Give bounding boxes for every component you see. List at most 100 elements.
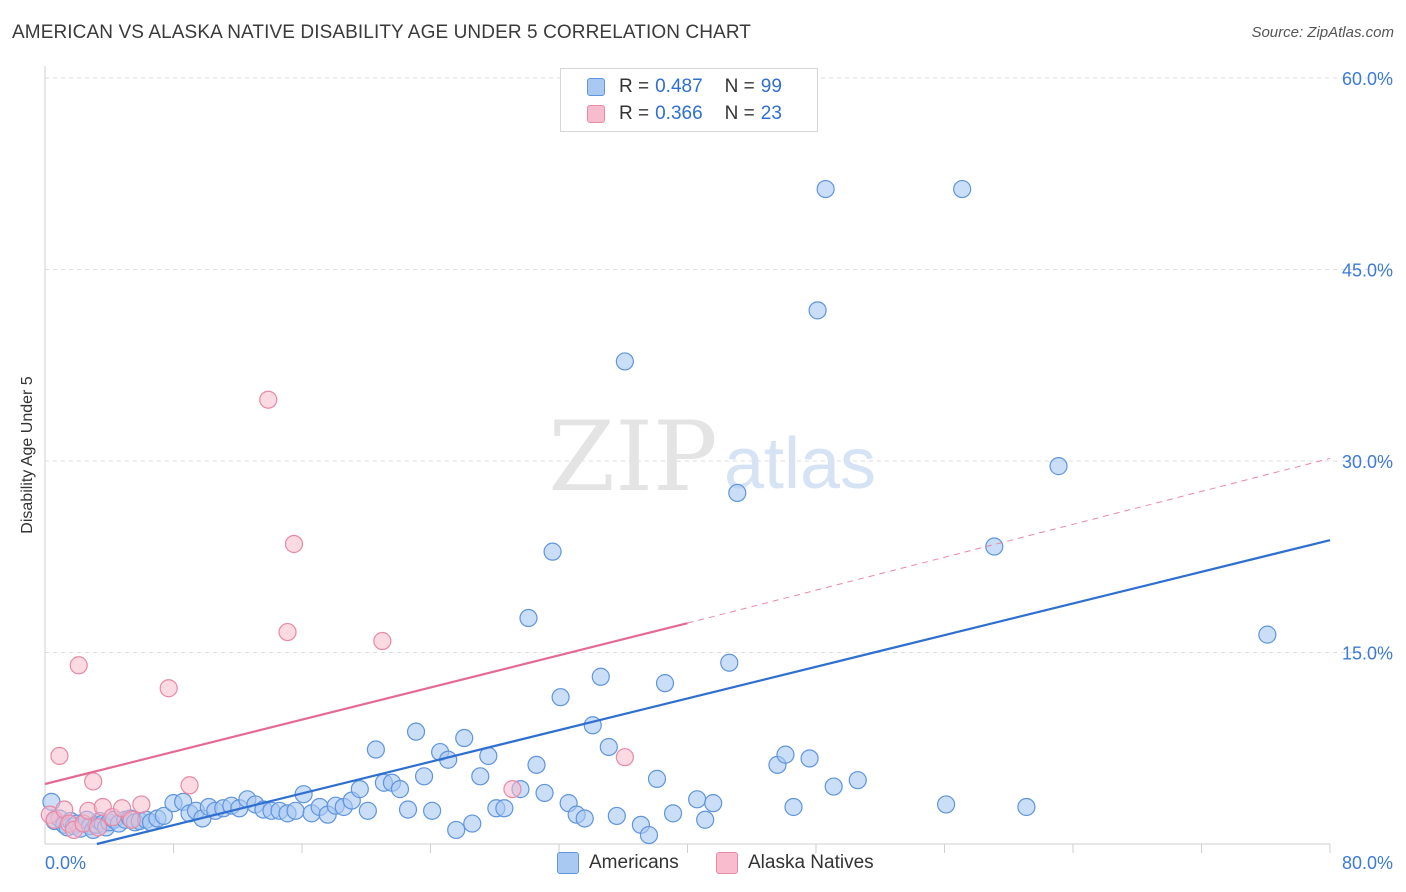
data-point [599, 737, 618, 757]
n-label: N = [724, 103, 755, 124]
gridlines [44, 66, 1392, 853]
data-point [728, 483, 747, 503]
data-point [607, 806, 626, 826]
y-tick-label: 45.0% [1342, 261, 1393, 281]
series-alaska-natives-points [40, 390, 634, 840]
r-value: 0.366 [655, 103, 703, 124]
data-point [985, 537, 1004, 556]
data-point [159, 679, 178, 698]
r-label: R = [619, 103, 650, 124]
trend-line-alaska-natives-extension [687, 457, 1331, 624]
data-point [390, 780, 410, 799]
data-point [1049, 457, 1068, 476]
trend-line-alaska-natives [44, 622, 688, 786]
data-point [455, 728, 474, 748]
n-label: N = [724, 76, 755, 97]
data-point [720, 653, 739, 672]
data-point [663, 804, 683, 823]
data-point [543, 542, 562, 561]
series-legend: Americans Alaska Natives [0, 852, 1406, 878]
n-value: 23 [760, 103, 782, 124]
stats-row-americans: R = 0.487 N = 99 [587, 75, 782, 99]
alaska-natives-swatch [587, 105, 605, 123]
stats-row-alaska-natives: R = 0.366 N = 23 [587, 102, 782, 126]
data-point [423, 801, 442, 820]
alaska-natives-legend-swatch [716, 852, 738, 874]
watermark-atlas: atlas [724, 424, 876, 504]
data-point [50, 746, 69, 766]
data-point [180, 776, 199, 795]
data-point [259, 390, 278, 409]
data-point [639, 825, 659, 845]
data-point [286, 801, 305, 820]
data-point [447, 820, 466, 840]
x-tick-label-min: 0.0% [45, 853, 86, 873]
data-point [937, 795, 956, 814]
tick-labels: 15.0% 30.0% 45.0% 60.0% 0.0% 80.0% [45, 69, 1393, 873]
data-point [154, 806, 173, 826]
data-point [575, 809, 594, 828]
data-point [69, 656, 88, 675]
trend-lines [44, 457, 1331, 846]
data-point [551, 688, 570, 707]
data-point [84, 772, 103, 791]
data-point [615, 352, 634, 371]
n-value: 99 [760, 76, 782, 97]
data-point [88, 818, 108, 837]
y-tick-label: 15.0% [1342, 644, 1393, 664]
data-point [808, 301, 827, 320]
data-point [1017, 797, 1036, 817]
data-point [615, 748, 634, 767]
data-point [358, 801, 377, 820]
data-point [132, 795, 151, 814]
data-point [704, 794, 723, 813]
data-point [414, 767, 434, 786]
data-point [816, 179, 835, 199]
y-tick-label: 30.0% [1342, 452, 1393, 472]
source-credit: Source: ZipAtlas.com [1251, 24, 1394, 41]
chart-title: AMERICAN VS ALASKA NATIVE DISABILITY AGE… [12, 22, 751, 43]
y-axis-label: Disability Age Under 5 [19, 376, 36, 534]
r-value: 0.487 [655, 76, 703, 97]
data-point [527, 755, 546, 774]
data-point [776, 745, 795, 764]
legend-label-americans: Americans [589, 852, 679, 873]
americans-swatch [587, 78, 605, 96]
legend-label-alaska-natives: Alaska Natives [748, 852, 874, 873]
data-point [284, 534, 304, 554]
watermark: ZIP atlas [548, 401, 876, 513]
data-point [471, 767, 490, 786]
legend-item-americans: Americans [557, 852, 679, 874]
data-point [800, 749, 819, 768]
data-point [591, 667, 610, 686]
trend-line-americans [96, 539, 1331, 846]
americans-legend-swatch [557, 852, 579, 874]
watermark-zip: ZIP [548, 401, 717, 513]
data-point [366, 740, 385, 759]
data-point [655, 674, 675, 693]
data-point [350, 780, 369, 799]
data-point [519, 608, 538, 628]
y-tick-label: 60.0% [1342, 69, 1393, 89]
data-point [373, 631, 392, 651]
data-point [122, 810, 141, 829]
data-point [824, 777, 843, 796]
data-point [688, 790, 707, 809]
data-point [848, 771, 867, 790]
data-point [953, 179, 972, 199]
x-tick-label-max: 80.0% [1342, 853, 1393, 873]
data-point [647, 769, 667, 788]
data-point [503, 780, 522, 799]
data-point [696, 810, 715, 829]
legend-item-alaska-natives: Alaska Natives [716, 852, 874, 874]
data-point [278, 622, 297, 642]
data-point [535, 783, 554, 803]
r-label: R = [619, 76, 650, 97]
data-point [784, 797, 803, 817]
data-point [398, 800, 418, 819]
stats-legend: R = 0.487 N = 99 R = 0.366 N = 23 [560, 68, 818, 132]
data-point [463, 814, 482, 833]
data-point [1258, 625, 1277, 644]
data-point [406, 722, 426, 741]
